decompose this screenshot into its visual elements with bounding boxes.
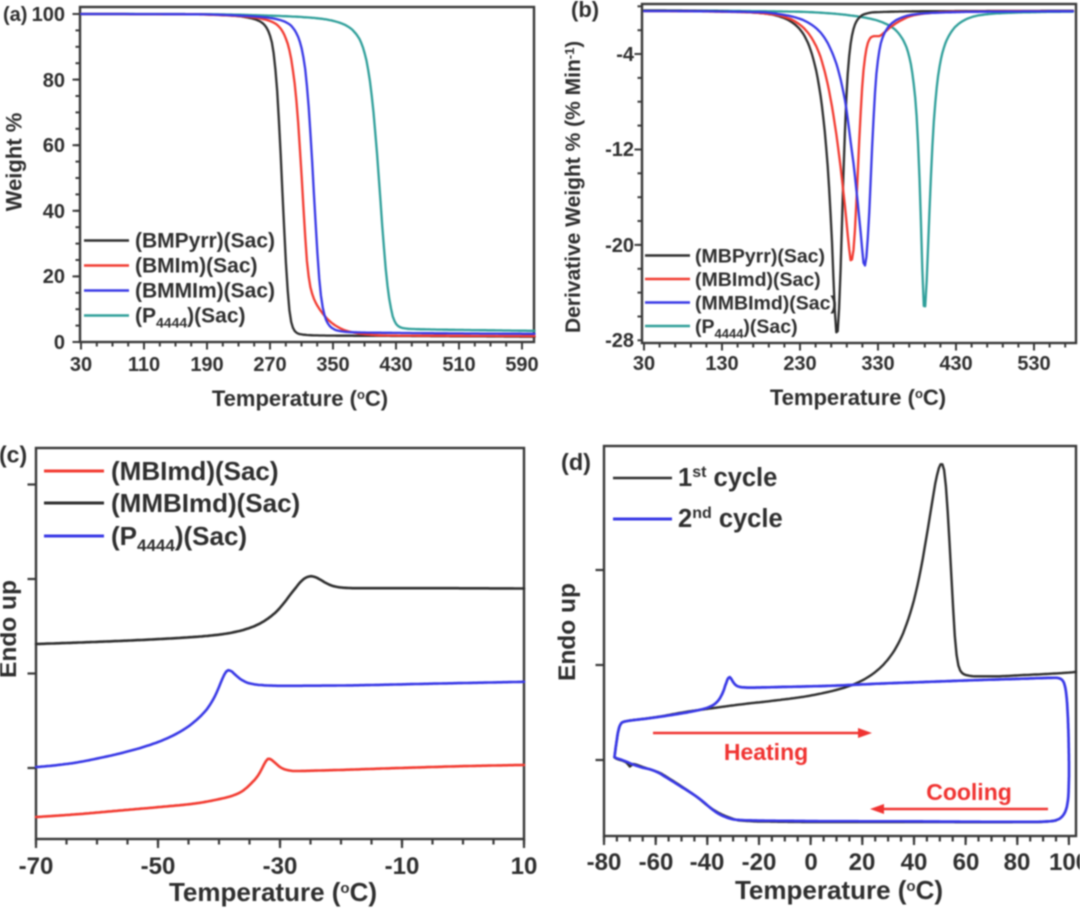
svg-text:(d): (d) [561, 449, 591, 475]
svg-text:Endo up: Endo up [554, 583, 581, 681]
svg-text:40: 40 [43, 201, 65, 223]
svg-text:2nd cycle: 2nd cycle [678, 505, 783, 533]
svg-text:(P4444)(Sac): (P4444)(Sac) [135, 305, 246, 331]
svg-text:-4: -4 [616, 44, 635, 66]
svg-text:(BMMIm)(Sac): (BMMIm)(Sac) [135, 280, 275, 303]
svg-text:80: 80 [43, 70, 65, 92]
svg-text:(BMIm)(Sac): (BMIm)(Sac) [135, 255, 258, 278]
svg-text:110: 110 [128, 354, 160, 376]
svg-text:60: 60 [953, 849, 980, 876]
svg-text:350: 350 [316, 354, 349, 376]
svg-text:100: 100 [32, 4, 65, 26]
svg-text:(b): (b) [571, 0, 599, 22]
svg-text:-80: -80 [587, 849, 622, 876]
svg-text:30: 30 [633, 353, 655, 375]
svg-text:0: 0 [804, 849, 817, 876]
svg-text:190: 190 [190, 354, 223, 376]
svg-text:80: 80 [1004, 849, 1031, 876]
svg-text:330: 330 [861, 353, 894, 375]
svg-text:Cooling: Cooling [926, 779, 1012, 805]
svg-text:(MBImd)(Sac): (MBImd)(Sac) [695, 269, 821, 291]
svg-text:(c): (c) [0, 442, 27, 468]
svg-text:Endo up: Endo up [0, 580, 22, 678]
svg-text:-20: -20 [605, 235, 634, 257]
svg-text:430: 430 [379, 354, 412, 376]
svg-text:530: 530 [1017, 353, 1050, 375]
svg-text:(MMBImd)(Sac): (MMBImd)(Sac) [695, 293, 837, 315]
svg-text:-40: -40 [690, 849, 725, 876]
svg-text:(MBImd)(Sac): (MBImd)(Sac) [111, 456, 279, 486]
svg-text:430: 430 [939, 353, 972, 375]
svg-text:-50: -50 [141, 853, 176, 880]
svg-text:(P4444)(Sac): (P4444)(Sac) [695, 316, 798, 341]
svg-text:-12: -12 [605, 139, 634, 161]
svg-text:-30: -30 [263, 853, 298, 880]
svg-text:100: 100 [1049, 849, 1080, 876]
svg-text:-60: -60 [639, 849, 674, 876]
svg-text:-28: -28 [605, 330, 634, 352]
svg-text:(BMPyrr)(Sac): (BMPyrr)(Sac) [135, 230, 275, 253]
svg-text:(MBPyrr)(Sac): (MBPyrr)(Sac) [695, 246, 825, 268]
svg-text:60: 60 [43, 135, 65, 157]
svg-text:20: 20 [849, 849, 876, 876]
svg-text:230: 230 [783, 353, 816, 375]
svg-text:270: 270 [253, 354, 286, 376]
svg-text:Weight %: Weight % [2, 113, 27, 212]
svg-text:-70: -70 [19, 853, 54, 880]
svg-text:(MMBImd)(Sac): (MMBImd)(Sac) [111, 488, 300, 518]
svg-text:40: 40 [901, 849, 928, 876]
svg-text:Heating: Heating [724, 739, 808, 765]
svg-text:-20: -20 [742, 849, 777, 876]
svg-text:(a): (a) [3, 4, 27, 26]
svg-text:(P4444)(Sac): (P4444)(Sac) [111, 521, 247, 555]
svg-text:10: 10 [511, 853, 538, 880]
svg-text:0: 0 [54, 332, 65, 354]
svg-text:30: 30 [70, 354, 92, 376]
svg-text:590: 590 [505, 354, 538, 376]
svg-text:510: 510 [442, 354, 475, 376]
svg-text:20: 20 [43, 266, 65, 288]
svg-text:-10: -10 [385, 853, 420, 880]
svg-text:130: 130 [705, 353, 738, 375]
svg-text:1st cycle: 1st cycle [678, 464, 777, 492]
svg-text:Derivative Weight % (% Min-1): Derivative Weight % (% Min-1) [562, 41, 585, 333]
